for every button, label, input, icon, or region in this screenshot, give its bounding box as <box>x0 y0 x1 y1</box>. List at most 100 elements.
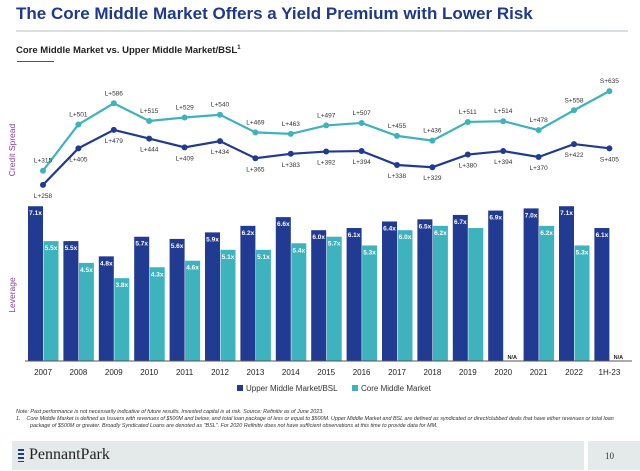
bar-upper <box>63 241 79 361</box>
spread-label: L+315 <box>34 158 53 165</box>
x-tick-label: 2020 <box>494 368 512 377</box>
spread-label: L+436 <box>423 128 442 135</box>
line-point <box>75 145 82 152</box>
bar-label: 6.7x <box>454 219 467 226</box>
bar-label: 6.2x <box>540 230 553 237</box>
bar-label: 5.7x <box>328 241 341 248</box>
bar-core <box>185 260 201 361</box>
bar-upper <box>169 238 185 361</box>
line-point <box>571 107 577 114</box>
spread-label: L+434 <box>211 149 230 156</box>
spread-label: L+329 <box>423 175 442 182</box>
spread-label: L+511 <box>459 109 477 116</box>
line-point <box>394 132 400 139</box>
line-point <box>323 122 330 129</box>
spread-label: L+394 <box>352 159 371 166</box>
line-point <box>181 144 188 151</box>
bar-core <box>43 241 59 361</box>
spread-label: L+365 <box>246 166 265 173</box>
bar-upper <box>417 219 433 361</box>
bar-upper <box>275 217 291 361</box>
logo-mark-icon <box>18 448 24 462</box>
spread-label: L+586 <box>105 90 124 97</box>
line-point <box>217 138 223 145</box>
bar-label: 7.1x <box>560 210 573 217</box>
bar-label: 6.5x <box>419 223 432 230</box>
bar-label: 3.8x <box>115 282 128 289</box>
credit-spread-axis-label: Credit Spread <box>7 124 17 177</box>
x-tick-label: 2014 <box>282 368 300 377</box>
line-point <box>75 121 82 128</box>
bar-label: 4.8x <box>100 260 113 267</box>
bar-label: 6.0x <box>399 234 412 241</box>
spread-label: L+515 <box>140 108 159 115</box>
bar-label: 6.4x <box>383 225 396 232</box>
spread-label: L+469 <box>246 119 265 126</box>
page-number: 10 <box>605 451 614 461</box>
bar-core <box>432 225 448 361</box>
bar-core <box>539 225 555 361</box>
bar-label: 4.5x <box>80 267 93 274</box>
bar-label: 5.9x <box>206 236 219 243</box>
line-point <box>535 154 542 161</box>
bar-upper <box>311 230 327 361</box>
line-point <box>394 161 400 168</box>
bar-upper <box>559 206 574 361</box>
line-point <box>217 111 223 118</box>
x-tick-label: 2009 <box>105 368 123 377</box>
bar-upper <box>134 236 150 361</box>
spread-label: L+380 <box>459 163 478 170</box>
bar-upper <box>488 210 504 361</box>
bar-label: 5.1x <box>222 254 235 261</box>
line-point <box>110 126 117 133</box>
bar-label: 5.7x <box>135 241 148 248</box>
bar-core <box>149 267 165 361</box>
logo-text: PennantPark <box>29 446 110 463</box>
page-number-box <box>588 441 640 470</box>
line-point <box>146 117 153 124</box>
bar-label: 5.6x <box>171 243 184 250</box>
line-point <box>606 88 613 95</box>
legend-label-upper: Upper Middle Market/BSL <box>246 384 338 393</box>
line-point <box>535 127 542 134</box>
x-tick-label: 2007 <box>34 368 52 377</box>
pennantpark-logo: PennantPark <box>18 446 110 464</box>
bar-label: 6.0x <box>312 234 325 241</box>
spread-label: L+409 <box>175 155 194 162</box>
subtitle-underline <box>17 61 54 62</box>
bar-core <box>255 249 271 361</box>
bar-core <box>362 245 378 361</box>
line-point <box>323 148 330 155</box>
x-tick-label: 2018 <box>424 368 442 377</box>
x-tick-label: 2015 <box>317 368 335 377</box>
line-point <box>40 181 46 188</box>
x-tick-label: 2017 <box>388 368 406 377</box>
spread-label: S+635 <box>600 78 619 85</box>
x-tick-label: 2021 <box>530 368 548 377</box>
x-tick-label: 1H-23 <box>599 368 621 377</box>
line-point <box>464 118 471 125</box>
legend: Upper Middle Market/BSL Core Middle Mark… <box>237 384 432 393</box>
bar-label: 6.1x <box>596 232 609 239</box>
bar-label: 6.2x <box>242 230 255 237</box>
spread-label: L+463 <box>282 121 301 128</box>
line-point <box>464 151 471 158</box>
bar-label: 5.3x <box>363 249 376 256</box>
bar-label: 6.1x <box>348 232 361 239</box>
bar-label: 4.6x <box>186 265 199 272</box>
bar-core <box>114 278 130 361</box>
line-point <box>252 155 259 162</box>
bar-label-na: N/A <box>614 355 624 361</box>
line-point <box>429 164 436 171</box>
footnote-marker: 1 <box>237 45 241 51</box>
spread-label: S+558 <box>565 97 584 104</box>
line-point <box>606 145 613 152</box>
footnotes: Note: Past performance is not necessaril… <box>16 409 626 430</box>
spread-label: L+507 <box>352 110 371 117</box>
spread-label: S+405 <box>600 156 619 163</box>
line-point <box>181 114 188 121</box>
bar-core <box>397 230 413 361</box>
legend-swatch-core <box>352 385 358 391</box>
x-tick-label: 2011 <box>176 368 194 377</box>
bar-label: 5.1x <box>257 254 270 261</box>
